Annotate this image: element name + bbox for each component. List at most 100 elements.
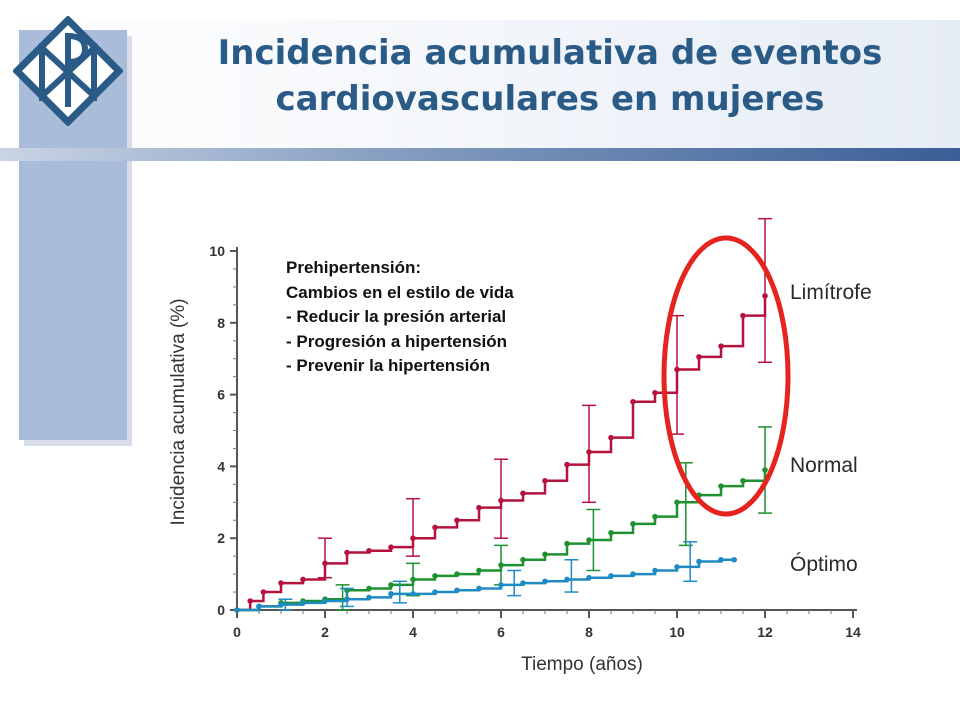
data-point-optimo — [630, 571, 636, 577]
data-point-optimo — [652, 567, 658, 574]
data-point-normal — [476, 567, 482, 574]
data-point-optimo — [498, 582, 504, 588]
data-point-limitrofe — [718, 343, 724, 349]
data-point-normal — [740, 477, 746, 484]
data-point-limitrofe — [740, 312, 746, 319]
data-point-optimo — [520, 580, 526, 586]
data-point-optimo — [608, 573, 614, 579]
data-point-optimo — [278, 601, 284, 608]
error-bar-optimo — [683, 541, 698, 583]
data-point-limitrofe — [564, 461, 570, 468]
y-tick-label: 4 — [217, 458, 225, 474]
x-tick-label: 14 — [845, 624, 861, 640]
error-bar-normal — [758, 426, 772, 514]
data-point-optimo — [476, 585, 482, 592]
x-tick-label: 4 — [409, 624, 417, 640]
data-point-limitrofe — [454, 517, 460, 524]
header-divider-bar — [0, 148, 960, 161]
data-point-limitrofe — [260, 589, 267, 595]
data-point-normal — [630, 521, 636, 527]
chart-series-layer — [234, 217, 772, 613]
x-tick-label: 8 — [585, 624, 593, 640]
x-tick-label: 12 — [757, 624, 773, 640]
data-point-limitrofe — [388, 544, 394, 550]
data-point-optimo — [432, 589, 438, 595]
y-tick-label: 10 — [209, 243, 225, 259]
note-line-lifestyle: Cambios en el estilo de vida — [286, 282, 514, 302]
data-point-normal — [718, 483, 724, 489]
data-point-normal — [564, 540, 570, 547]
data-point-optimo — [696, 558, 702, 565]
data-point-optimo — [718, 556, 724, 563]
error-bar-optimo — [340, 587, 354, 608]
error-bar-optimo — [392, 580, 407, 604]
data-point-optimo — [454, 587, 460, 594]
data-point-limitrofe — [542, 477, 548, 484]
data-point-normal — [366, 585, 372, 592]
data-point-normal — [432, 573, 438, 579]
error-bar-optimo — [278, 598, 293, 611]
note-line-reduce: - Reducir la presión arterial — [286, 307, 507, 326]
data-point-optimo — [564, 576, 570, 583]
x-tick-label: 6 — [497, 624, 505, 640]
series-optimo — [234, 541, 737, 613]
error-bar-limitrofe — [670, 314, 684, 435]
data-point-limitrofe — [630, 398, 636, 405]
data-point-optimo — [388, 591, 394, 597]
series-label-normal: Normal — [790, 454, 858, 477]
data-point-limitrofe — [247, 598, 253, 604]
y-axis-title: Incidencia acumulativa (%) — [168, 298, 189, 525]
series-limitrofe — [234, 217, 772, 613]
data-point-limitrofe — [300, 576, 306, 583]
note-line-heading: Prehipertensión: — [286, 258, 422, 277]
data-point-optimo — [542, 578, 548, 585]
error-bar-optimo — [564, 558, 579, 593]
series-label-limitrofe: Limítrofe — [790, 281, 872, 304]
data-point-optimo — [234, 607, 240, 613]
y-tick-label: 6 — [217, 387, 225, 403]
chart-panel — [138, 194, 934, 686]
data-point-limitrofe — [608, 434, 614, 441]
prehypertension-note: Prehipertensión: Cambios en el estilo de… — [286, 256, 626, 379]
data-point-normal — [542, 551, 548, 558]
error-bar-limitrofe — [582, 404, 596, 504]
data-point-optimo — [410, 591, 416, 597]
series-label-optimo: Óptimo — [790, 553, 858, 576]
error-bar-limitrofe — [318, 537, 332, 579]
highlight-ellipse — [661, 235, 791, 517]
data-point-optimo — [731, 556, 737, 563]
error-bar-limitrofe — [494, 458, 508, 539]
data-point-optimo — [366, 594, 372, 601]
x-tick-label: 0 — [233, 624, 241, 640]
data-point-optimo — [256, 603, 262, 610]
error-bar-limitrofe — [758, 217, 772, 364]
data-point-optimo — [322, 598, 328, 604]
header-band — [0, 20, 960, 150]
data-point-limitrofe — [366, 547, 372, 554]
data-point-limitrofe — [432, 524, 438, 531]
x-tick-label: 10 — [669, 624, 685, 640]
data-point-limitrofe — [278, 580, 284, 586]
data-point-normal — [454, 571, 460, 577]
data-point-limitrofe — [476, 504, 482, 511]
data-point-optimo — [674, 564, 680, 570]
data-point-optimo — [300, 600, 306, 606]
error-bar-normal — [586, 508, 601, 572]
series-line-optimo — [237, 558, 735, 612]
slide-title: Incidencia acumulativa de eventos cardio… — [217, 33, 883, 119]
x-axis-title: Tiempo (años) — [521, 654, 643, 675]
data-point-normal — [520, 556, 526, 563]
data-point-normal — [586, 537, 592, 543]
data-point-optimo — [586, 574, 592, 581]
data-point-limitrofe — [696, 354, 702, 360]
data-point-normal — [674, 499, 680, 506]
x-tick-label: 2 — [321, 624, 329, 640]
y-tick-label: 8 — [217, 315, 225, 331]
note-line-progression: - Progresión a hipertensión — [286, 331, 508, 351]
chi-rho-logo — [13, 16, 123, 126]
data-point-normal — [388, 582, 394, 588]
data-point-limitrofe — [344, 549, 350, 556]
error-bar-limitrofe — [406, 497, 420, 557]
y-tick-label: 2 — [217, 530, 225, 546]
